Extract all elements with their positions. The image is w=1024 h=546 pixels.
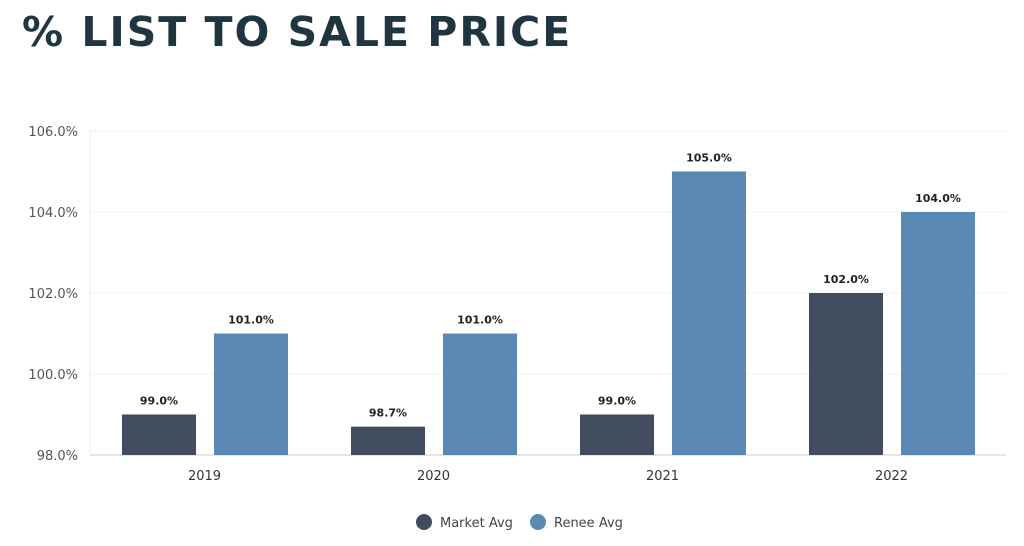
bar-market-avg (122, 414, 196, 455)
y-tick-label: 106.0% (28, 125, 78, 140)
bar-renee-avg (901, 212, 975, 455)
data-label: 99.0% (598, 395, 636, 408)
bar-renee-avg (672, 171, 746, 455)
data-label: 99.0% (140, 395, 178, 408)
legend-label: Market Avg (440, 516, 513, 531)
x-tick-label: 2021 (646, 469, 679, 484)
bar-market-avg (580, 414, 654, 455)
y-tick-label: 104.0% (28, 206, 78, 221)
x-tick-label: 2022 (875, 469, 908, 484)
legend-marker (416, 514, 432, 530)
x-tick-label: 2019 (188, 469, 221, 484)
bar-renee-avg (443, 333, 517, 455)
data-label: 101.0% (228, 314, 274, 327)
data-label: 105.0% (686, 152, 732, 165)
data-label: 104.0% (915, 192, 961, 205)
y-tick-label: 102.0% (28, 287, 78, 302)
chart-title: % LIST TO SALE PRICE (22, 8, 573, 56)
bar-renee-avg (214, 333, 288, 455)
data-label: 101.0% (457, 314, 503, 327)
y-tick-label: 98.0% (37, 449, 78, 464)
legend-label: Renee Avg (554, 516, 623, 531)
x-tick-label: 2020 (417, 469, 450, 484)
data-label: 98.7% (369, 407, 407, 420)
bar-market-avg (351, 426, 425, 455)
y-tick-label: 100.0% (28, 368, 78, 383)
legend-marker (530, 514, 546, 530)
bar-market-avg (809, 293, 883, 455)
data-label: 102.0% (823, 273, 869, 286)
